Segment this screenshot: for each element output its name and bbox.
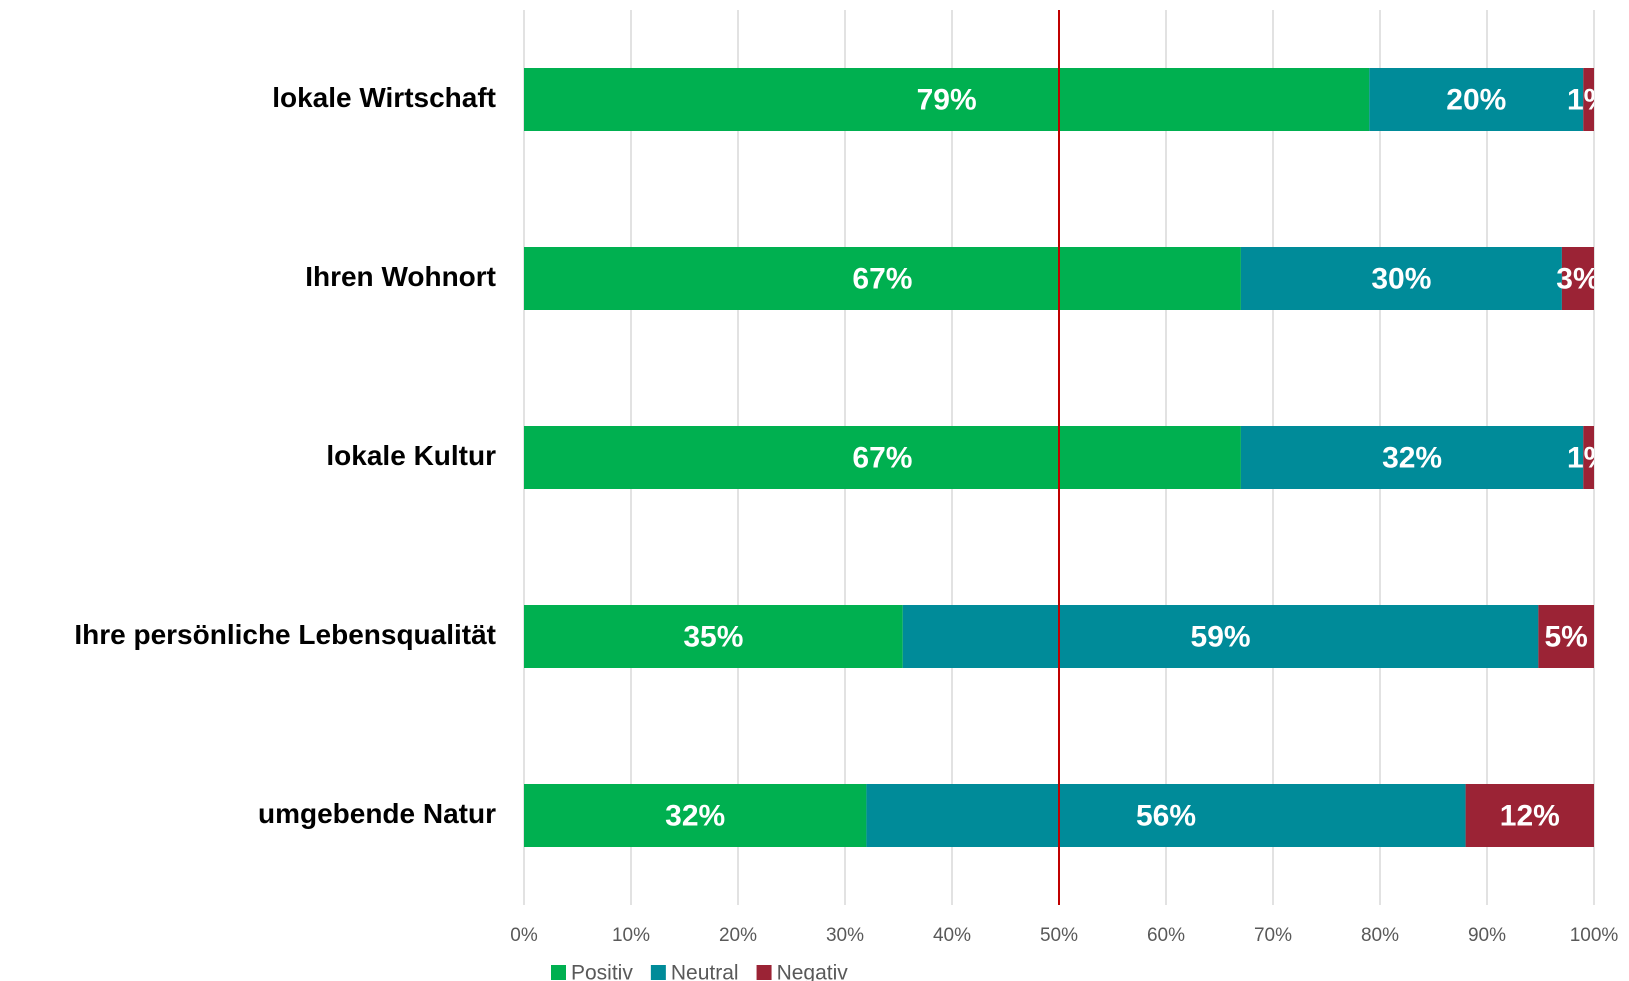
x-tick-label: 100% <box>1570 925 1619 946</box>
data-label: 5% <box>1545 620 1588 653</box>
x-tick-label: 40% <box>933 925 971 946</box>
bar-segment <box>524 68 1370 131</box>
bar-segment <box>902 605 1539 668</box>
data-label: 79% <box>917 83 977 116</box>
data-label: 67% <box>852 262 912 295</box>
data-label: 1% <box>1567 83 1610 116</box>
bar-segment <box>1240 426 1584 489</box>
bar-segment <box>524 605 903 668</box>
legend-label: Neutral <box>671 962 739 981</box>
category-label: umgebende Natur <box>258 798 496 829</box>
bar-segment <box>1240 247 1562 310</box>
x-tick-label: 70% <box>1254 925 1292 946</box>
x-tick-label: 10% <box>612 925 650 946</box>
x-tick-label: 80% <box>1361 925 1399 946</box>
legend-swatch <box>551 965 566 980</box>
category-label: Ihre persönliche Lebensqualität <box>74 619 496 650</box>
x-tick-label: 90% <box>1468 925 1506 946</box>
bar-segment <box>524 784 867 847</box>
data-label: 59% <box>1191 620 1251 653</box>
bars: 79% 20% 1% 67% 30% 3% 67% 32% 1% 35% 59% 5% 32% 56% 12… <box>524 68 1610 847</box>
data-label: 30% <box>1371 262 1431 295</box>
bar-segment <box>1561 247 1594 310</box>
x-tick-label: 20% <box>719 925 757 946</box>
data-label: 1% <box>1567 441 1610 474</box>
legend-label: Negativ <box>777 962 849 981</box>
bar-segment <box>1583 426 1594 489</box>
legend-label: Positiv <box>571 962 633 981</box>
data-label: 12% <box>1500 799 1560 832</box>
x-tick-label: 50% <box>1040 925 1078 946</box>
legend-swatch <box>650 965 666 980</box>
x-tick-label: 30% <box>826 925 864 946</box>
category-label: lokale Wirtschaft <box>272 82 496 113</box>
bar-segment <box>1583 68 1594 131</box>
data-label: 35% <box>683 620 743 653</box>
bar-segment <box>524 247 1241 310</box>
x-tick-label: 0% <box>510 925 538 946</box>
bar-segment <box>1369 68 1584 131</box>
data-label: 56% <box>1136 799 1196 832</box>
x-tick-label: 60% <box>1147 925 1185 946</box>
data-label: 32% <box>665 799 725 832</box>
bar-segment <box>524 426 1241 489</box>
category-label: Ihren Wohnort <box>305 261 496 292</box>
bar-segment <box>866 784 1466 847</box>
data-label: 67% <box>852 441 912 474</box>
data-label: 20% <box>1446 83 1506 116</box>
data-label: 3% <box>1556 262 1599 295</box>
bar-segment <box>1538 605 1594 668</box>
legend-swatch <box>756 965 772 980</box>
category-label: lokale Kultur <box>326 440 496 471</box>
bar-segment <box>1465 784 1594 847</box>
data-label: 32% <box>1382 441 1442 474</box>
